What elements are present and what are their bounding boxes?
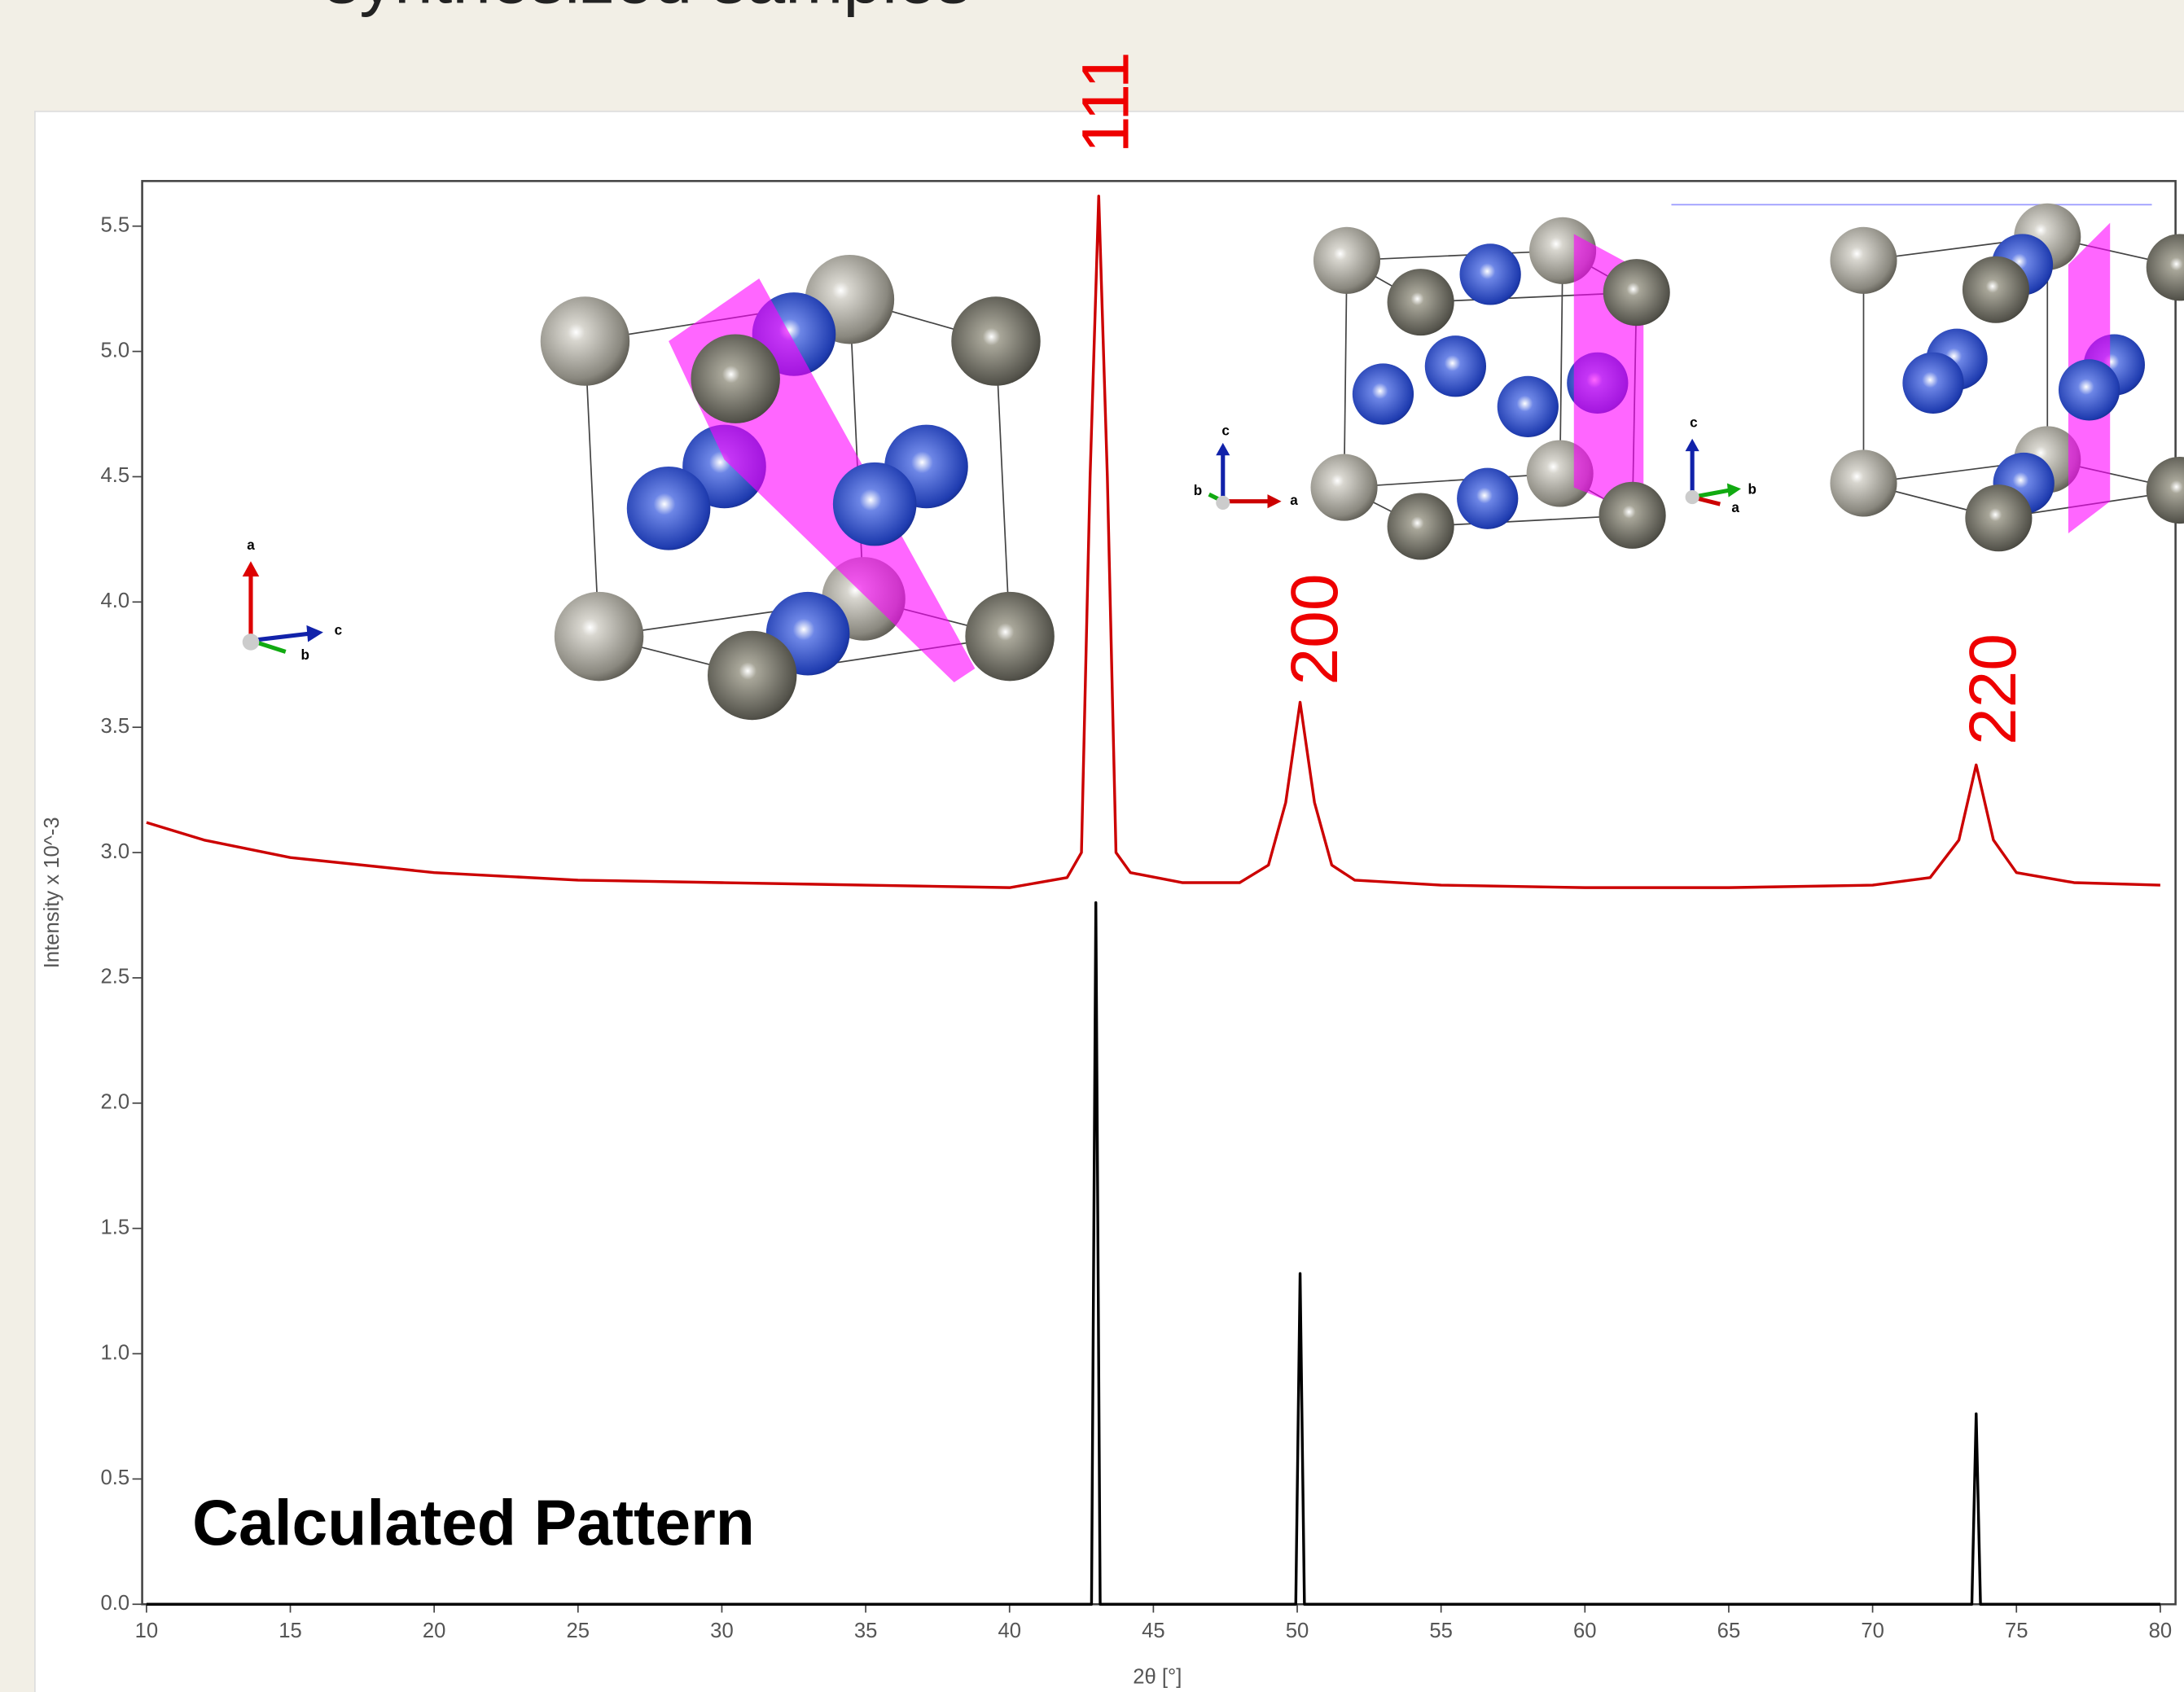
page: synthesized samples xyxy=(0,0,2184,1692)
triad-label: a xyxy=(1731,500,1739,515)
triad-label: a xyxy=(1290,493,1298,508)
x-tick-label: 25 xyxy=(567,1620,590,1642)
triad-label: a xyxy=(247,537,255,553)
series-label: Calculated Pattern xyxy=(192,1487,755,1558)
y-tick-label: 0.0 xyxy=(101,1592,130,1615)
x-tick-label: 70 xyxy=(1861,1620,1884,1642)
chart: synthesized samples xyxy=(0,0,2184,1692)
slide-title: synthesized samples xyxy=(325,0,971,18)
y-tick-label: 3.5 xyxy=(101,715,130,738)
peak-label: 200 xyxy=(1278,574,1352,686)
y-tick-label: 4.5 xyxy=(101,464,130,487)
y-tick-label: 5.5 xyxy=(101,214,130,237)
x-tick-label: 10 xyxy=(135,1620,159,1642)
triad-label: c xyxy=(1221,423,1230,439)
x-tick-label: 40 xyxy=(998,1620,1021,1642)
panel xyxy=(35,112,2184,1692)
y-tick-label: 5.0 xyxy=(101,339,130,362)
x-tick-label: 80 xyxy=(2149,1620,2173,1642)
y-tick-label: 1.0 xyxy=(101,1341,130,1364)
x-tick-label: 35 xyxy=(854,1620,878,1642)
y-axis-label: Intensity x 10^-3 xyxy=(41,817,64,968)
y-tick-label: 0.5 xyxy=(101,1466,130,1489)
triad-label: c xyxy=(335,622,343,638)
x-tick-label: 65 xyxy=(1717,1620,1741,1642)
x-tick-label: 45 xyxy=(1142,1620,1165,1642)
x-tick-label: 60 xyxy=(1573,1620,1597,1642)
x-tick-label: 75 xyxy=(2005,1620,2028,1642)
y-tick-label: 3.0 xyxy=(101,840,130,863)
y-tick-label: 4.0 xyxy=(101,590,130,612)
triad-label: b xyxy=(301,647,309,663)
x-tick-label: 50 xyxy=(1286,1620,1309,1642)
y-tick-label: 2.0 xyxy=(101,1091,130,1114)
triad-label: b xyxy=(1748,482,1756,498)
triad-label: b xyxy=(1194,483,1202,498)
y-tick-label: 2.5 xyxy=(101,966,130,988)
x-axis-label: 2θ [°] xyxy=(1133,1666,1182,1689)
y-tick-label: 1.5 xyxy=(101,1216,130,1238)
x-tick-label: 15 xyxy=(278,1620,302,1642)
triad-label: c xyxy=(1690,414,1698,430)
x-tick-label: 20 xyxy=(423,1620,446,1642)
x-tick-label: 55 xyxy=(1429,1620,1453,1642)
x-tick-label: 30 xyxy=(710,1620,734,1642)
peak-label: 220 xyxy=(1956,633,2030,745)
peak-label: 111 xyxy=(1068,51,1142,153)
